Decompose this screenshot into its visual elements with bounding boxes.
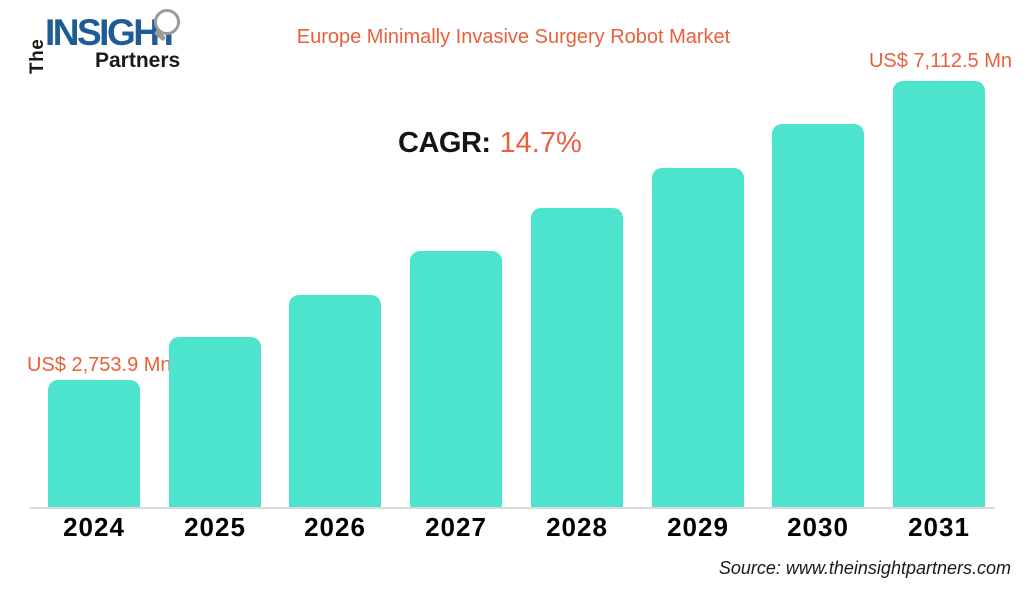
bar-2030 [772,124,864,508]
bar-2025 [169,337,261,508]
cagr-label: CAGR: [398,127,491,159]
x-tick-2030: 2030 [787,512,849,542]
logo-partners-text: Partners [95,49,181,72]
x-tick-2026: 2026 [304,512,366,542]
x-tick-2027: 2027 [425,512,487,542]
x-tick-2028: 2028 [546,512,608,542]
x-tick-2031: 2031 [908,512,970,542]
bar-2028 [531,208,623,508]
insight-partners-logo: The INSIGHT Partners [25,8,200,74]
x-axis-line [30,507,995,509]
magnifier-icon [154,9,180,35]
x-tick-2029: 2029 [667,512,729,542]
cagr-value: 14.7% [499,127,582,159]
bar-2024 [48,380,140,508]
bar-2031 [893,81,985,508]
cagr-annotation: CAGR: 14.7% [398,127,582,160]
source-text: Source: www.theinsightpartners.com [718,558,1011,578]
x-tick-2024: 2024 [63,512,125,542]
bar-2029 [652,168,744,508]
x-tick-2025: 2025 [184,512,246,542]
bar-2026 [289,295,381,508]
chart-title: Europe Minimally Invasive Surgery Robot … [296,26,731,48]
value-label-2024: US$ 2,753.9 Mn [27,354,172,376]
value-label-2031: US$ 7,112.5 Mn [868,50,1012,72]
bar-2027 [410,251,502,508]
